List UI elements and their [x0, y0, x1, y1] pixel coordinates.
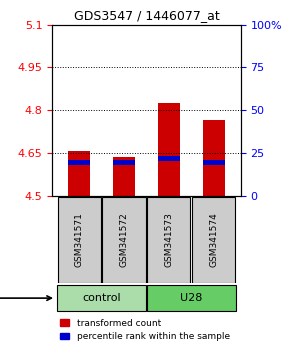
Bar: [113, 160, 135, 165]
Text: GSM341574: GSM341574: [209, 212, 218, 267]
FancyBboxPatch shape: [58, 198, 101, 282]
Bar: [68, 152, 90, 196]
Bar: [158, 156, 180, 161]
Text: agent: agent: [0, 293, 51, 303]
Text: control: control: [82, 293, 121, 303]
FancyBboxPatch shape: [57, 285, 146, 311]
FancyBboxPatch shape: [102, 198, 146, 282]
Bar: [202, 120, 225, 196]
Bar: [202, 160, 225, 165]
Text: GSM341572: GSM341572: [119, 212, 128, 267]
Title: GDS3547 / 1446077_at: GDS3547 / 1446077_at: [74, 9, 219, 22]
Bar: [158, 103, 180, 196]
FancyBboxPatch shape: [147, 198, 191, 282]
Text: GSM341573: GSM341573: [164, 212, 173, 267]
FancyBboxPatch shape: [192, 198, 235, 282]
Text: GSM341571: GSM341571: [75, 212, 84, 267]
FancyBboxPatch shape: [147, 285, 236, 311]
Legend: transformed count, percentile rank within the sample: transformed count, percentile rank withi…: [57, 315, 233, 345]
Bar: [68, 160, 90, 165]
Text: U28: U28: [180, 293, 202, 303]
Bar: [113, 157, 135, 196]
